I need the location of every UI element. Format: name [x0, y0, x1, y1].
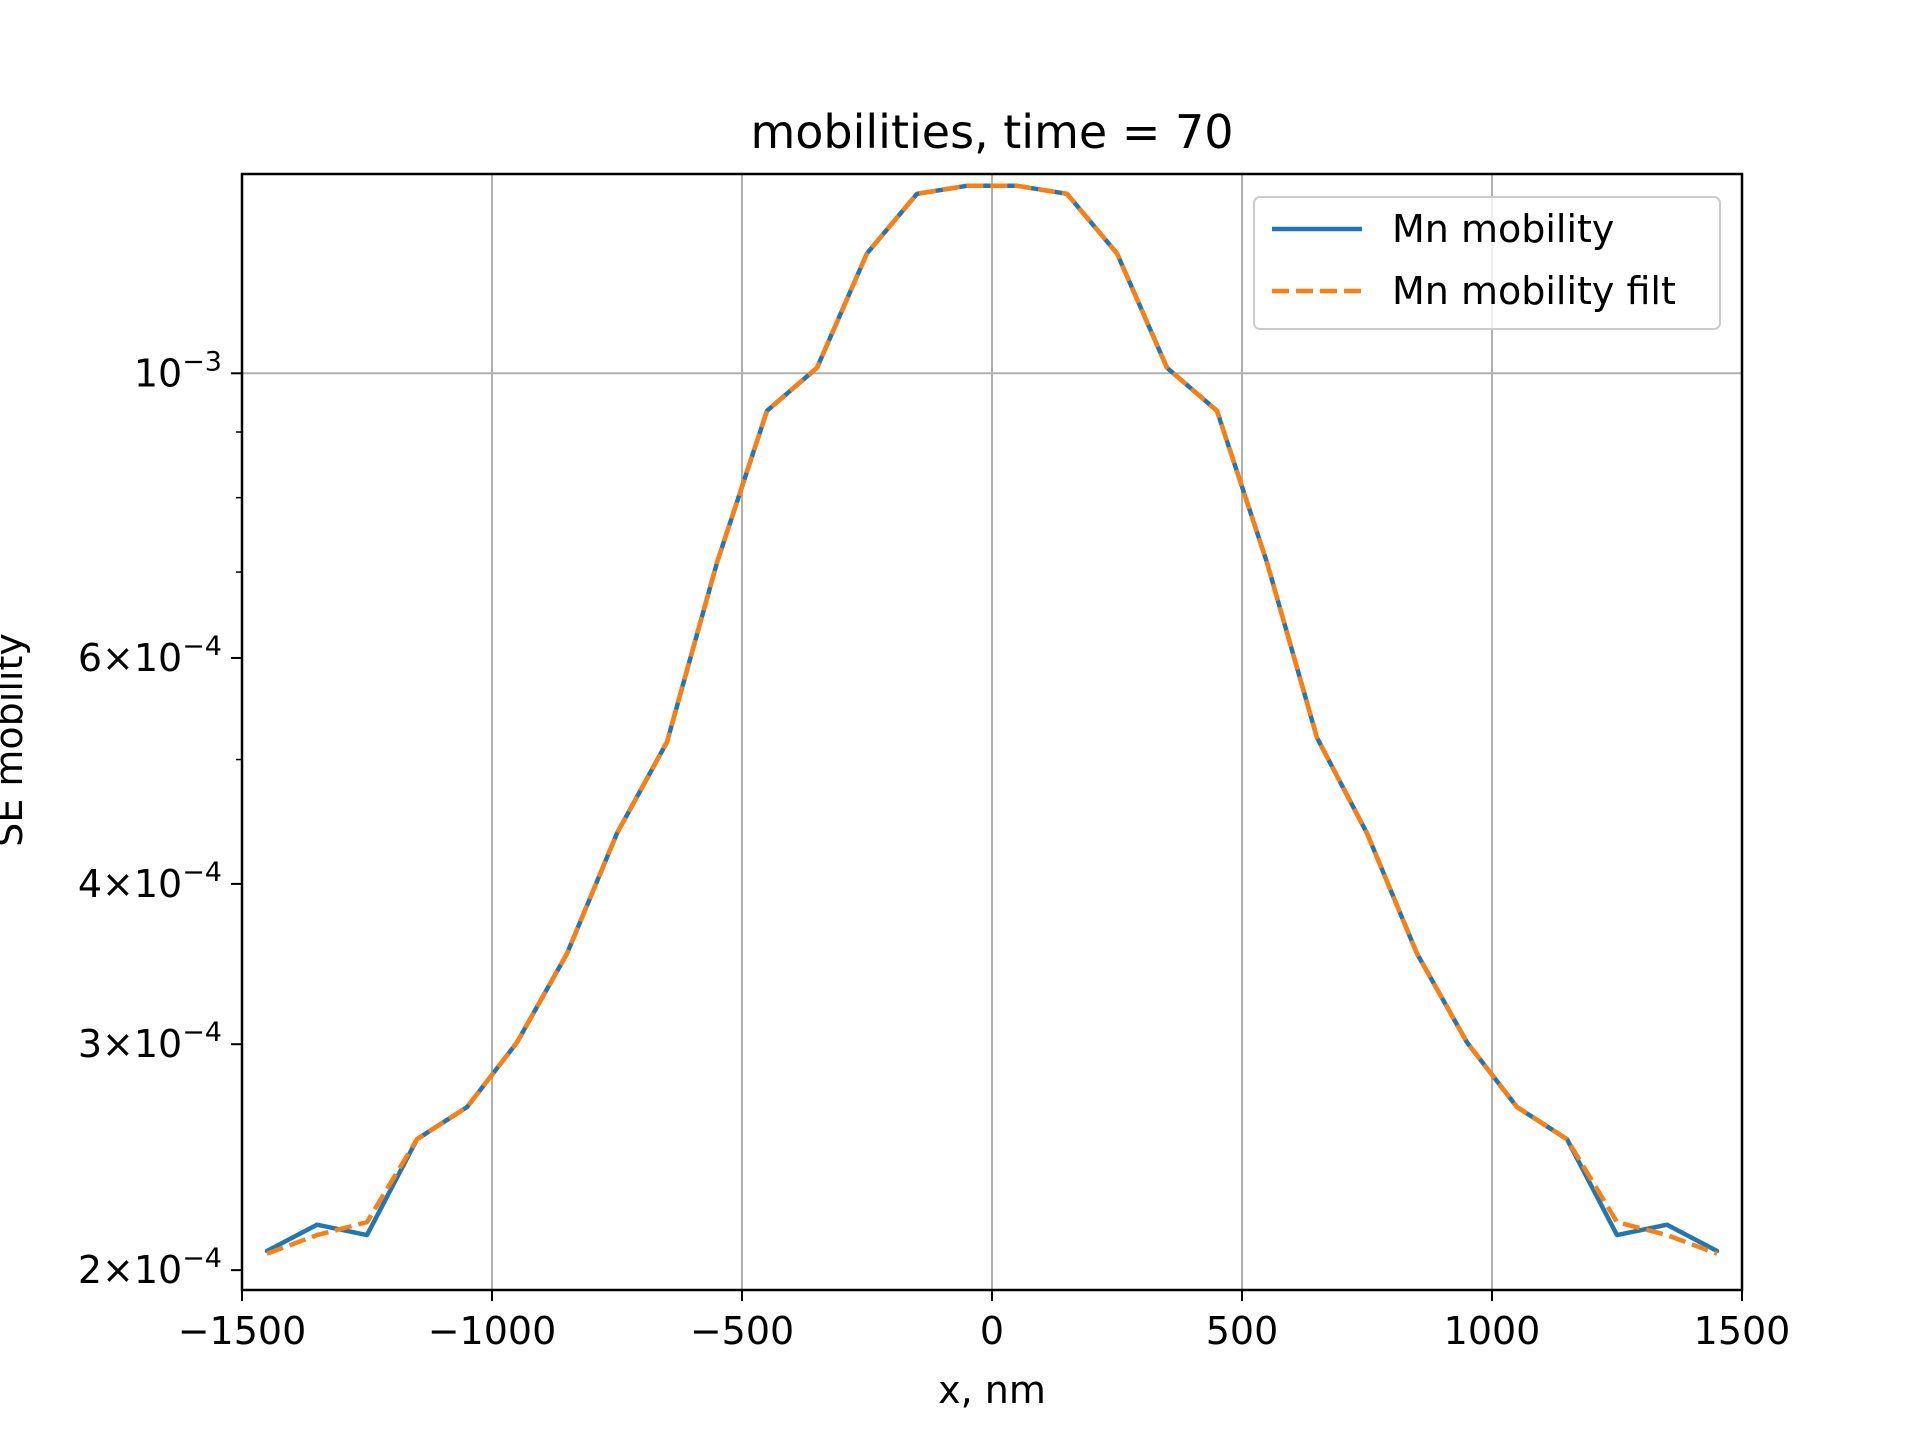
legend-box [1253, 196, 1721, 330]
legend-label-mn-mobility: Mn mobility [1392, 207, 1614, 251]
y-tick-label: 4×10−4 [78, 857, 222, 906]
chart-title: mobilities, time = 70 [750, 105, 1233, 159]
x-tick-label: 0 [980, 1309, 1004, 1353]
x-tick-label: 1000 [1444, 1309, 1541, 1353]
y-tick-label: 10−3 [134, 346, 222, 395]
x-tick-label: 1500 [1694, 1309, 1791, 1353]
x-tick-label: −1000 [428, 1309, 557, 1353]
y-axis-label: SE mobility [0, 633, 31, 847]
x-tick-label: −500 [690, 1309, 794, 1353]
legend-label-mn-mobility-filt: Mn mobility filt [1392, 269, 1676, 313]
series-lines [264, 183, 1720, 1256]
y-tick-label: 2×10−4 [78, 1243, 222, 1292]
x-axis-label: x, nm [938, 1368, 1046, 1412]
y-tick-label: 6×10−4 [78, 631, 222, 680]
axis-ticks: −1500 −1000 −500 0 500 1000 1500 10−3 6×10−4 4×10… [78, 346, 1791, 1353]
grid-lines [242, 174, 1742, 1290]
x-tick-label: 500 [1206, 1309, 1279, 1353]
legend: Mn mobility Mn mobility filt [1253, 196, 1721, 330]
series-line-mn-mobility-filt [266, 183, 1718, 1256]
y-tick-label: 3×10−4 [78, 1017, 222, 1066]
x-tick-label: −1500 [178, 1309, 307, 1353]
